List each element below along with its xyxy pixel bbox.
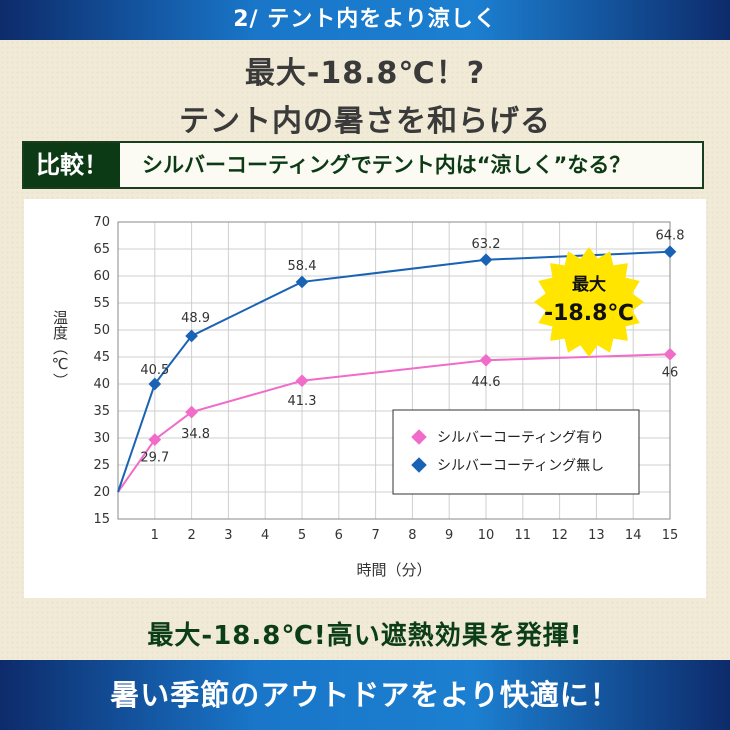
x-tick-label: 11	[515, 528, 532, 543]
chart-panel: 15 20 25 30 35 40 45 50 55 60 65 70 1 2 3 4 5 6 7 8 9 10 11 12 1…	[24, 199, 706, 598]
x-tick-label: 13	[588, 528, 605, 543]
y-tick-label: 65	[93, 242, 110, 257]
data-point	[663, 347, 677, 361]
y-tick-label: 15	[93, 512, 110, 527]
data-point	[148, 433, 162, 446]
y-tick-label: 45	[93, 350, 110, 365]
badge-label: 最大	[572, 274, 606, 295]
y-tick-label: 40	[93, 377, 110, 392]
data-point	[185, 329, 198, 343]
y-tick-label: 55	[93, 296, 110, 311]
y-axis-label: 温度（℃）	[51, 310, 69, 388]
x-tick-label: 2	[187, 528, 195, 543]
data-label: 40.5	[140, 363, 169, 378]
y-tick-label: 60	[93, 269, 110, 284]
x-tick-label: 4	[261, 528, 269, 543]
legend-label: シルバーコーティング有り	[437, 430, 604, 446]
badge-value: -18.8℃	[544, 301, 634, 326]
data-label: 44.6	[472, 375, 501, 390]
x-tick-label: 10	[478, 528, 495, 543]
legend-label: シルバーコーティング無し	[437, 458, 604, 474]
data-point	[295, 374, 309, 388]
data-point	[148, 377, 162, 391]
y-tick-label: 50	[93, 323, 110, 338]
x-tick-label: 14	[625, 528, 642, 543]
data-label: 64.8	[656, 229, 685, 244]
comparison-bar: 比較！ シルバーコーティングでテント内は“涼しく”なる？	[22, 141, 704, 189]
x-tick-label: 8	[408, 528, 416, 543]
x-axis-label: 時間（分）	[356, 561, 431, 579]
comparison-tag: 比較！	[24, 143, 120, 187]
data-label: 58.4	[288, 259, 317, 274]
x-tick-label: 1	[151, 528, 159, 543]
x-tick-label: 12	[551, 528, 568, 543]
x-tick-label: 5	[298, 528, 306, 543]
x-tick-label: 3	[224, 528, 232, 543]
top-banner: 2/ テント内をより涼しく	[0, 0, 730, 40]
data-label: 63.2	[472, 237, 501, 252]
series-line	[117, 353, 671, 493]
headline-max-reduction: 最大-18.8℃！?	[244, 56, 486, 91]
data-point	[479, 253, 493, 267]
bottom-banner: 暑い季節のアウトドアをより快適に！	[0, 660, 730, 730]
x-tick-label: 6	[335, 528, 343, 543]
data-label: 29.7	[140, 451, 169, 466]
data-label: 34.8	[181, 427, 210, 442]
data-point	[185, 405, 198, 419]
max-reduction-badge	[534, 247, 644, 357]
x-tick-label: 15	[662, 528, 679, 543]
y-tick-label: 35	[93, 404, 110, 419]
data-label: 46	[662, 365, 679, 380]
plot-frame	[117, 221, 671, 520]
data-label: 48.9	[181, 311, 210, 326]
data-point	[295, 275, 309, 289]
y-tick-label: 25	[93, 458, 110, 473]
headline-subtitle: テント内の暑さを和らげる	[179, 104, 551, 139]
series-line	[117, 250, 671, 493]
y-tick-label: 20	[93, 485, 110, 500]
comparison-question: シルバーコーティングでテント内は“涼しく”なる？	[142, 153, 631, 177]
y-tick-label: 30	[93, 431, 110, 446]
effect-slogan: 最大-18.8℃!高い遮熱効果を発揮!	[147, 621, 583, 651]
legend-box	[392, 409, 640, 495]
y-tick-label: 70	[93, 215, 110, 230]
x-tick-label: 9	[445, 528, 453, 543]
data-label: 41.3	[288, 394, 317, 409]
data-point	[663, 245, 677, 259]
data-point	[479, 353, 493, 367]
x-tick-label: 7	[371, 528, 379, 543]
